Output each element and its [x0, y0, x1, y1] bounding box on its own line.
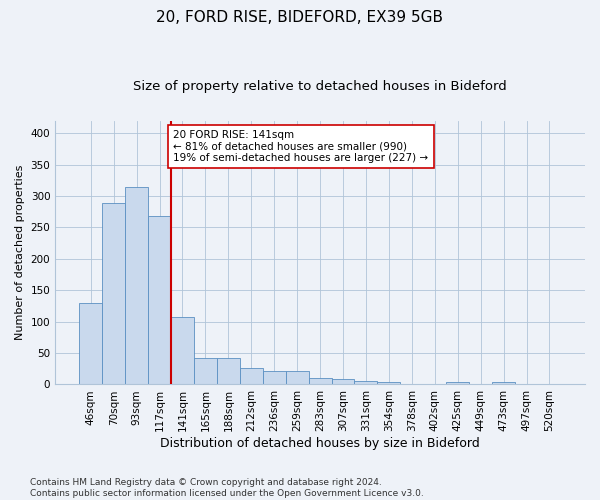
Bar	[446, 382, 469, 384]
X-axis label: Distribution of detached houses by size in Bideford: Distribution of detached houses by size …	[160, 437, 480, 450]
Bar	[332, 380, 355, 384]
Bar	[263, 370, 286, 384]
Bar	[355, 380, 377, 384]
Bar	[308, 378, 332, 384]
Text: 20 FORD RISE: 141sqm
← 81% of detached houses are smaller (990)
19% of semi-deta: 20 FORD RISE: 141sqm ← 81% of detached h…	[173, 130, 428, 163]
Bar	[240, 368, 263, 384]
Bar	[492, 382, 515, 384]
Bar	[102, 204, 125, 384]
Bar	[377, 382, 400, 384]
Bar	[217, 358, 240, 384]
Bar	[286, 372, 308, 384]
Bar	[79, 303, 102, 384]
Bar	[194, 358, 217, 384]
Bar	[125, 187, 148, 384]
Y-axis label: Number of detached properties: Number of detached properties	[15, 165, 25, 340]
Text: 20, FORD RISE, BIDEFORD, EX39 5GB: 20, FORD RISE, BIDEFORD, EX39 5GB	[157, 10, 443, 25]
Bar	[171, 316, 194, 384]
Bar	[148, 216, 171, 384]
Title: Size of property relative to detached houses in Bideford: Size of property relative to detached ho…	[133, 80, 507, 93]
Text: Contains HM Land Registry data © Crown copyright and database right 2024.
Contai: Contains HM Land Registry data © Crown c…	[30, 478, 424, 498]
